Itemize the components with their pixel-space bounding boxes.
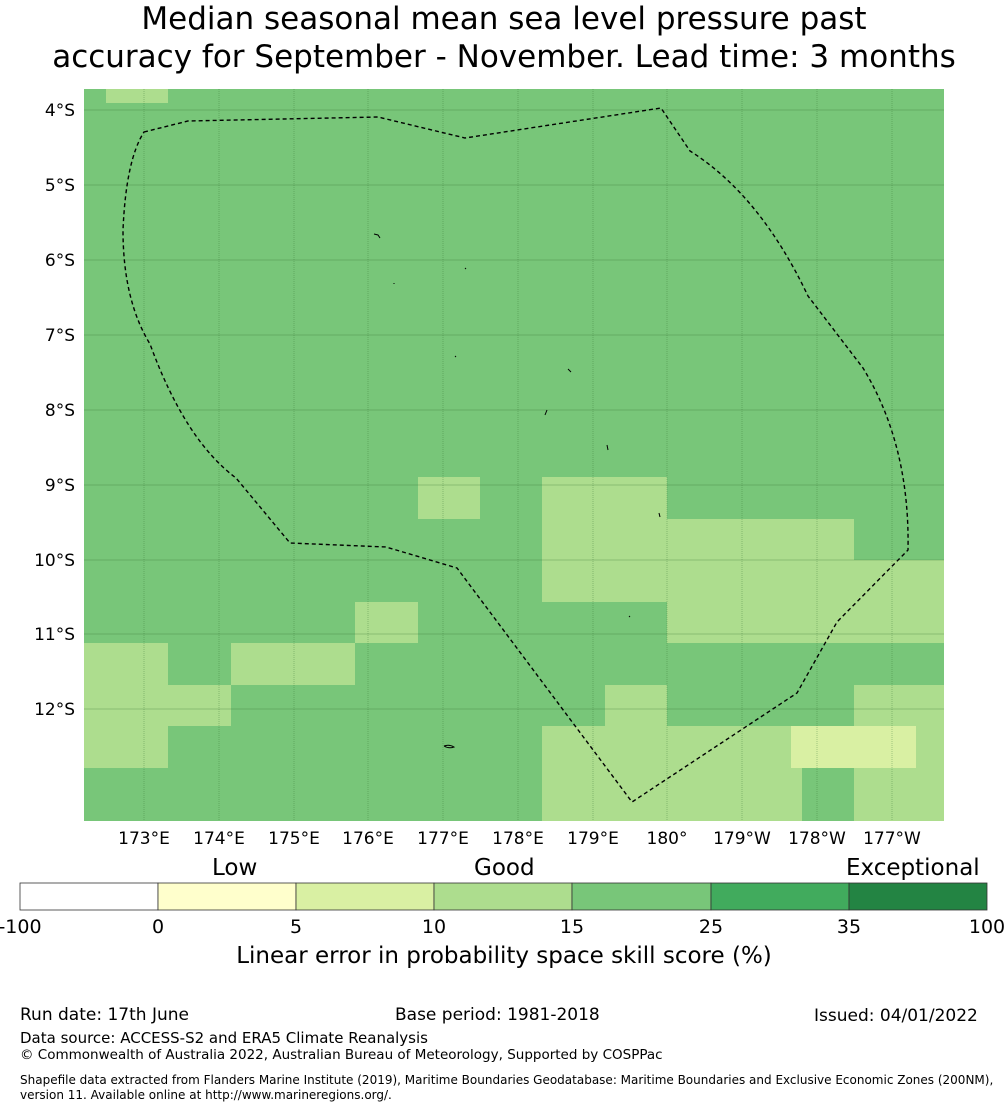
colorbar-tick-label: 35 — [837, 916, 861, 938]
colorbar-tick-label: 10 — [422, 916, 446, 938]
island — [454, 355, 457, 358]
colorbar-segment — [571, 882, 712, 911]
skill-patch — [791, 726, 916, 768]
skill-map: 173°E 174°E 175°E 176°E 177°E 178°E 179°E 180° 1… — [0, 89, 1005, 938]
colorbar-tick-label: 100 — [969, 916, 1005, 938]
colorbar-label: Linear error in probability space skill … — [236, 943, 772, 969]
lat-label: 10°S — [34, 551, 75, 571]
islands — [373, 233, 661, 749]
island — [373, 233, 381, 239]
skill-patch — [84, 643, 168, 768]
lon-label: 176°E — [342, 829, 394, 849]
skill-cells — [84, 89, 944, 821]
island — [658, 512, 661, 518]
lon-label: 179°E — [567, 829, 619, 849]
colorbar-tick-label: 15 — [560, 916, 584, 938]
lon-label: 177°E — [417, 829, 469, 849]
lon-label: 174°E — [193, 829, 245, 849]
colorbar-segment — [710, 882, 850, 911]
island — [606, 444, 609, 451]
skill-patch — [542, 726, 802, 821]
latitude-labels: 4°S 5°S 6°S 7°S 8°S 9°S 10°S 11°S 12°S — [34, 101, 75, 720]
island — [544, 409, 548, 416]
colorbar-segment — [19, 882, 159, 911]
lon-label: 173°E — [118, 829, 170, 849]
skill-patch — [605, 685, 667, 726]
shapefile-note: Shapefile data extracted from Flanders M… — [20, 1073, 1005, 1103]
eez-boundary — [122, 107, 909, 803]
colorbar-segment — [848, 882, 988, 911]
copyright: © Commonwealth of Australia 2022, Austra… — [20, 1047, 663, 1063]
lat-label: 9°S — [45, 476, 75, 496]
colorbar-segment — [157, 882, 297, 911]
island — [443, 744, 456, 749]
lon-label: 180° — [647, 829, 688, 849]
longitude-labels: 173°E 174°E 175°E 176°E 177°E 178°E 179°E 180° 1… — [118, 829, 921, 849]
lat-label: 4°S — [45, 101, 75, 121]
base-period: Base period: 1981-2018 — [395, 1005, 600, 1025]
colorbar-tick-label: 0 — [152, 916, 164, 938]
colorbar-tick-label: -100 — [0, 916, 42, 938]
skill-patch — [106, 89, 168, 103]
skill-patch — [418, 477, 480, 519]
skill-patch — [231, 643, 355, 685]
lat-label: 8°S — [45, 401, 75, 421]
category-low: Low — [212, 855, 258, 881]
lat-label: 12°S — [34, 700, 75, 720]
colorbar-tick-label: 5 — [290, 916, 302, 938]
lon-label: 179°W — [713, 829, 771, 849]
skill-patch — [542, 477, 667, 602]
shapefile-line-2: version 11. Available online at http://w… — [20, 1088, 392, 1102]
colorbar-segment — [433, 882, 573, 911]
skill-patch — [667, 560, 944, 643]
skill-patch — [168, 685, 231, 726]
run-date: Run date: 17th June — [20, 1005, 189, 1025]
graticule — [84, 89, 944, 821]
shapefile-line-1: Shapefile data extracted from Flanders M… — [20, 1073, 994, 1087]
category-exceptional: Exceptional — [846, 855, 980, 881]
data-source: Data source: ACCESS-S2 and ERA5 Climate … — [20, 1029, 428, 1047]
lon-label: 178°W — [788, 829, 846, 849]
island — [464, 267, 467, 270]
lat-label: 5°S — [45, 176, 75, 196]
colorbar-segment — [295, 882, 435, 911]
colorbar — [19, 882, 988, 911]
island — [567, 368, 572, 373]
island — [628, 615, 631, 618]
lon-label: 175°E — [268, 829, 320, 849]
chart-title: Median seasonal mean sea level pressure … — [0, 0, 1008, 76]
title-line-2: accuracy for September - November. Lead … — [52, 39, 956, 75]
lon-label: 177°W — [863, 829, 921, 849]
issued-date: Issued: 04/01/2022 — [814, 1006, 978, 1026]
lat-label: 11°S — [34, 625, 75, 645]
category-good: Good — [474, 855, 535, 881]
colorbar-tick-label: 25 — [699, 916, 723, 938]
title-line-1: Median seasonal mean sea level pressure … — [141, 1, 867, 37]
colorbar-ticks: -100 0 5 10 15 25 35 100 — [0, 916, 1005, 938]
lon-label: 178°E — [492, 829, 544, 849]
skill-patch — [355, 602, 418, 643]
lat-label: 6°S — [45, 251, 75, 271]
lat-label: 7°S — [45, 326, 75, 346]
